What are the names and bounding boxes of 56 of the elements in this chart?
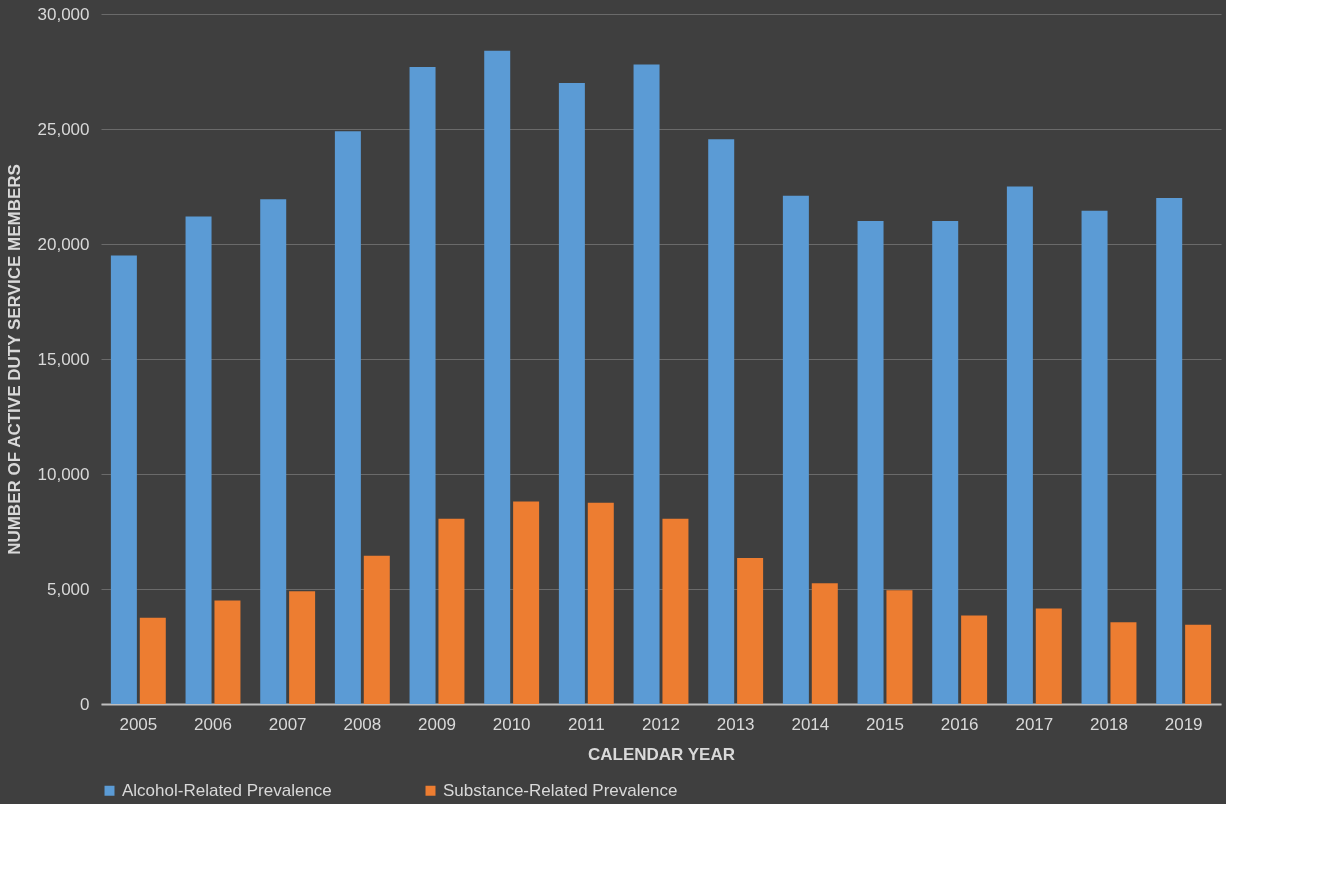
x-tick-label: 2006 — [194, 714, 232, 734]
bar — [932, 221, 959, 704]
bar — [1006, 186, 1033, 704]
bar — [857, 221, 884, 704]
bar — [334, 131, 361, 704]
x-tick-label: 2019 — [1164, 714, 1203, 734]
bar — [1185, 624, 1212, 704]
bar — [708, 139, 735, 704]
bar — [558, 83, 585, 704]
x-tick-label: 2014 — [791, 714, 830, 734]
bar — [886, 590, 913, 704]
x-tick-label: 2012 — [642, 714, 680, 734]
bar — [484, 50, 511, 704]
y-tick-label: 15,000 — [37, 349, 90, 369]
x-tick-label: 2018 — [1090, 714, 1128, 734]
x-tick-label: 2011 — [568, 714, 605, 734]
bar — [737, 557, 764, 704]
legend-label: Substance-Related Prevalence — [443, 780, 678, 800]
legend-label: Alcohol-Related Prevalence — [122, 780, 332, 800]
x-tick-label: 2013 — [716, 714, 755, 734]
bar — [633, 64, 660, 704]
x-tick-label: 2007 — [268, 714, 307, 734]
bar — [363, 555, 390, 704]
bar — [139, 617, 166, 704]
x-tick-label: 2005 — [119, 714, 158, 734]
bar — [260, 199, 287, 704]
bar — [1035, 608, 1062, 704]
bar — [1110, 622, 1137, 704]
x-tick-label: 2017 — [1015, 714, 1054, 734]
bar — [438, 518, 465, 704]
x-tick-label: 2010 — [492, 714, 531, 734]
x-tick-label: 2016 — [940, 714, 979, 734]
y-tick-label: 5,000 — [46, 579, 90, 599]
y-axis-title: NUMBER OF ACTIVE DUTY SERVICE MEMBERS — [4, 164, 24, 555]
y-tick-label: 0 — [80, 694, 90, 714]
x-axis-title: CALENDAR YEAR — [587, 744, 736, 764]
bar — [1081, 210, 1108, 704]
bar — [782, 195, 809, 704]
y-tick-label: 30,000 — [37, 4, 90, 24]
bar — [409, 66, 436, 704]
y-tick-label: 25,000 — [37, 119, 90, 139]
bar — [1156, 198, 1183, 704]
bar — [513, 501, 540, 704]
bar — [662, 518, 689, 704]
bar — [961, 615, 988, 704]
bar — [587, 502, 614, 704]
y-tick-label: 10,000 — [37, 464, 90, 484]
x-tick-label: 2008 — [343, 714, 382, 734]
bar — [289, 591, 316, 704]
bar — [110, 255, 137, 704]
bar — [811, 583, 838, 704]
x-tick-label: 2009 — [418, 714, 456, 734]
bar — [214, 600, 241, 704]
y-tick-label: 20,000 — [37, 234, 90, 254]
x-tick-label: 2015 — [866, 714, 904, 734]
bar — [185, 216, 212, 704]
